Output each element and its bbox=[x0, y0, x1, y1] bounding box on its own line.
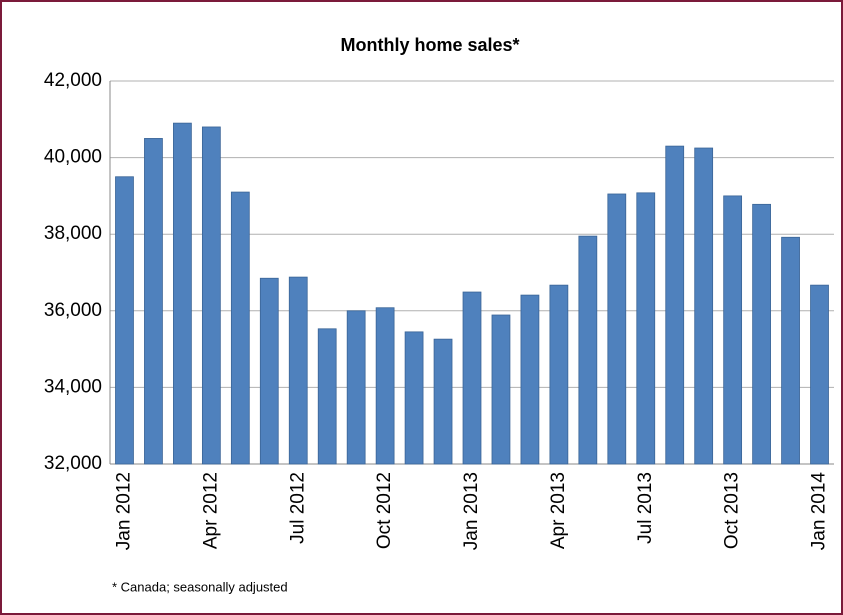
footnote: * Canada; seasonally adjusted bbox=[112, 579, 288, 594]
y-tick-label: 36,000 bbox=[44, 300, 102, 321]
bar bbox=[578, 235, 598, 465]
x-tick-label: Oct 2012 bbox=[374, 472, 395, 549]
x-tick-label: Apr 2012 bbox=[200, 472, 221, 549]
bar bbox=[520, 294, 540, 465]
bar bbox=[491, 314, 511, 465]
x-tick-label: Jul 2012 bbox=[287, 472, 308, 544]
y-tick-label: 42,000 bbox=[44, 70, 102, 91]
bar bbox=[115, 176, 134, 465]
bar bbox=[781, 236, 800, 465]
bar bbox=[752, 203, 771, 465]
bar bbox=[288, 276, 308, 465]
bar bbox=[665, 145, 685, 465]
bar bbox=[462, 291, 482, 465]
bar bbox=[810, 284, 829, 465]
x-tick-label: Jan 2014 bbox=[809, 472, 830, 551]
bar bbox=[346, 310, 366, 465]
x-tick-label: Jul 2013 bbox=[635, 472, 656, 544]
bar bbox=[230, 191, 250, 465]
bar bbox=[144, 138, 163, 465]
x-tick-label: Oct 2013 bbox=[722, 472, 743, 549]
x-tick-label: Jan 2012 bbox=[113, 472, 134, 550]
y-tick-label: 40,000 bbox=[44, 147, 102, 168]
bar bbox=[549, 284, 569, 465]
chart-title: Monthly home sales* bbox=[340, 35, 519, 55]
bar bbox=[173, 122, 192, 465]
bar bbox=[201, 126, 221, 465]
y-tick-label: 32,000 bbox=[44, 453, 102, 474]
bar bbox=[404, 331, 424, 465]
bar bbox=[259, 277, 279, 465]
bar bbox=[694, 147, 714, 465]
bar bbox=[433, 338, 453, 465]
x-tick-label: Apr 2013 bbox=[548, 472, 569, 549]
y-tick-label: 34,000 bbox=[44, 376, 102, 397]
bar bbox=[317, 328, 337, 465]
bar bbox=[607, 193, 627, 465]
y-tick-label: 38,000 bbox=[44, 223, 102, 244]
bar bbox=[375, 307, 395, 465]
bar bbox=[723, 195, 743, 465]
x-tick-label: Jan 2013 bbox=[461, 472, 482, 550]
bar bbox=[636, 192, 656, 465]
